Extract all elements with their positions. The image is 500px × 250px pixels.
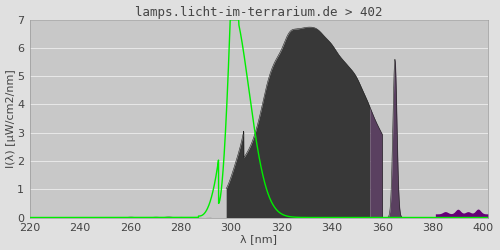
Title: lamps.licht-im-terrarium.de > 402: lamps.licht-im-terrarium.de > 402	[135, 6, 382, 18]
X-axis label: λ [nm]: λ [nm]	[240, 234, 278, 244]
Y-axis label: I(λ) [µW/cm2/nm]: I(λ) [µW/cm2/nm]	[6, 69, 16, 168]
